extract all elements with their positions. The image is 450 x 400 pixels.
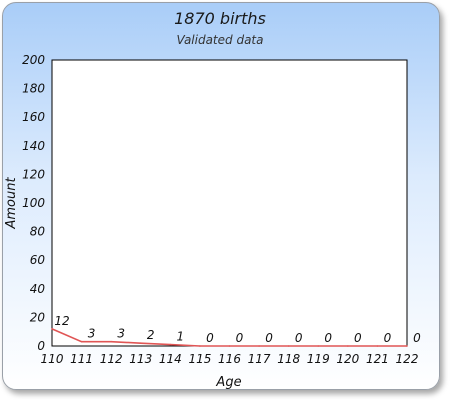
y-tick-label: 20 (30, 310, 46, 324)
data-label: 0 (295, 331, 303, 345)
x-tick-label: 116 (218, 352, 241, 366)
data-label: 0 (413, 331, 421, 345)
data-label: 12 (54, 314, 69, 328)
data-point (110, 340, 112, 343)
data-label: 0 (354, 331, 362, 345)
data-point (376, 345, 379, 347)
x-tick-label: 118 (277, 352, 300, 366)
chart-subtitle: Validated data (177, 33, 264, 47)
data-label: 0 (236, 331, 244, 345)
x-tick-label: 117 (248, 352, 271, 366)
data-point (287, 345, 290, 347)
y-tick-label: 100 (22, 196, 45, 210)
x-tick-label: 120 (336, 352, 359, 366)
data-point (406, 345, 408, 347)
data-label: 1 (177, 330, 185, 344)
x-tick-label: 119 (307, 352, 330, 366)
x-tick-label: 112 (100, 352, 123, 366)
data-label: 0 (265, 331, 273, 345)
data-point (258, 345, 260, 347)
plot-area (51, 59, 408, 347)
data-point (347, 345, 349, 347)
x-tick-label: 110 (41, 352, 64, 366)
y-tick-label: 60 (30, 253, 46, 267)
data-point (169, 343, 172, 346)
chart-title: 1870 births (174, 9, 266, 28)
y-tick-label: 200 (22, 53, 45, 67)
data-label: 2 (147, 328, 155, 342)
data-point (51, 328, 53, 330)
y-tick-label: 180 (22, 82, 45, 96)
data-label: 0 (324, 331, 332, 345)
y-tick-label: 0 (37, 339, 45, 353)
data-label: 0 (206, 331, 214, 345)
y-tick-label: 80 (30, 225, 46, 239)
data-label: 0 (384, 331, 392, 345)
data-label: 3 (88, 327, 96, 341)
x-tick-label: 113 (129, 352, 152, 366)
y-axis: 0 20 40 60 80 100 120 140 160 180 200 (22, 53, 45, 353)
x-tick-label: 122 (396, 352, 419, 366)
data-point (317, 345, 320, 347)
y-tick-label: 160 (22, 110, 45, 124)
y-tick-label: 140 (22, 139, 45, 153)
x-axis: 110 111 112 113 114 115 116 117 118 119 120 121 122 (41, 352, 419, 366)
x-tick-label: 115 (188, 352, 211, 366)
data-point (80, 340, 83, 343)
y-tick-label: 40 (30, 282, 46, 296)
data-series (51, 328, 408, 347)
data-point (228, 345, 231, 347)
data-point (139, 342, 142, 344)
x-tick-label: 111 (70, 352, 93, 366)
x-tick-label: 114 (159, 352, 182, 366)
data-point (199, 345, 201, 347)
data-labels: 12 3 3 2 1 0 0 0 0 0 0 0 0 (54, 314, 421, 345)
x-axis-label: Age (215, 375, 241, 390)
y-axis-label: Amount (4, 177, 19, 230)
data-label: 3 (117, 327, 125, 341)
y-tick-label: 120 (22, 167, 45, 181)
x-tick-label: 121 (366, 352, 389, 366)
